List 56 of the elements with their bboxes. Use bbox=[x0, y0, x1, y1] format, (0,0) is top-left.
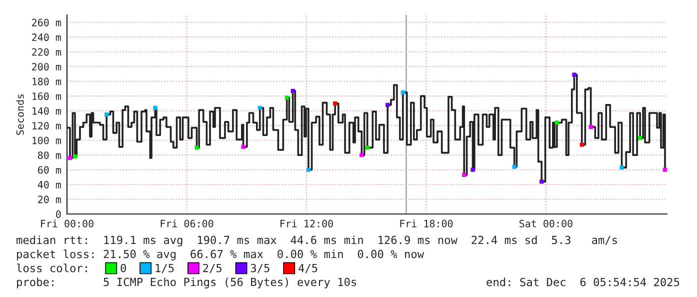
legend-label: 3/5 bbox=[250, 264, 270, 274]
point bbox=[554, 120, 559, 125]
point bbox=[662, 168, 667, 172]
point bbox=[512, 164, 516, 169]
x-tick-label: Sat 00:00 bbox=[520, 220, 572, 228]
point bbox=[68, 156, 72, 160]
legend-label: 1/5 bbox=[156, 264, 174, 274]
y-tick-label: 40 m bbox=[38, 180, 61, 188]
point bbox=[194, 146, 199, 150]
legend-label: 2/5 bbox=[203, 264, 222, 274]
y-tick-label: 120 m bbox=[32, 122, 61, 130]
x-tick-label: Fri 00:00 bbox=[41, 220, 94, 228]
point bbox=[365, 146, 370, 150]
x-tick-label: Fri 06:00 bbox=[160, 220, 214, 228]
point bbox=[400, 90, 406, 94]
point bbox=[258, 106, 262, 110]
point bbox=[572, 72, 576, 77]
y-tick-label: 20 m bbox=[38, 196, 61, 204]
legend-label: 4/5 bbox=[298, 264, 318, 274]
text: end: Sat Dec 6 05:54:54 2025 bbox=[486, 278, 680, 286]
x-tick-label: Fri 12:00 bbox=[280, 220, 333, 228]
y-axis-title: Seconds bbox=[16, 94, 24, 135]
point bbox=[462, 172, 466, 178]
y-tick-label: 140 m bbox=[32, 107, 61, 115]
legend-label: 0 bbox=[120, 264, 126, 272]
point bbox=[72, 154, 78, 159]
y-tick-label: 0 bbox=[56, 210, 61, 218]
point bbox=[241, 144, 246, 150]
y-tick-label: 260 m bbox=[32, 18, 61, 26]
y-tick-label: 220 m bbox=[32, 48, 61, 56]
y-tick-label: 180 m bbox=[32, 78, 61, 86]
point bbox=[290, 88, 295, 93]
point bbox=[540, 179, 544, 184]
point bbox=[360, 152, 364, 158]
point bbox=[470, 168, 475, 172]
text: median rtt: 119.1 ms avg 190.7 ms max 44.6 ms min 126.9 ms now 22.4 ms sd 5.3 am/s bbox=[16, 236, 617, 246]
text: probe: 5 ICMP Echo Pings (56 Bytes) every 10s bbox=[17, 278, 356, 288]
legend-title: loss color: bbox=[16, 264, 87, 272]
y-tick-label: 240 m bbox=[32, 34, 61, 42]
point bbox=[104, 112, 109, 117]
point bbox=[332, 101, 338, 106]
point bbox=[306, 168, 311, 172]
point bbox=[620, 165, 624, 170]
point bbox=[386, 102, 390, 107]
y-tick-label: 60 m bbox=[38, 166, 61, 174]
y-tick-label: 200 m bbox=[32, 62, 61, 71]
point bbox=[588, 124, 593, 130]
point bbox=[284, 95, 289, 100]
y-tick-label: 160 m bbox=[32, 92, 61, 100]
x-tick-label: Fri 18:00 bbox=[400, 220, 453, 228]
text: packet loss: 21.50 % avg 66.67 % max 0.00 % min 0.00 % now bbox=[17, 250, 424, 260]
y-tick-label: 100 m bbox=[32, 136, 61, 144]
point bbox=[153, 106, 158, 110]
point bbox=[638, 136, 642, 140]
point bbox=[580, 142, 584, 147]
y-tick-label: 80 m bbox=[38, 151, 61, 160]
